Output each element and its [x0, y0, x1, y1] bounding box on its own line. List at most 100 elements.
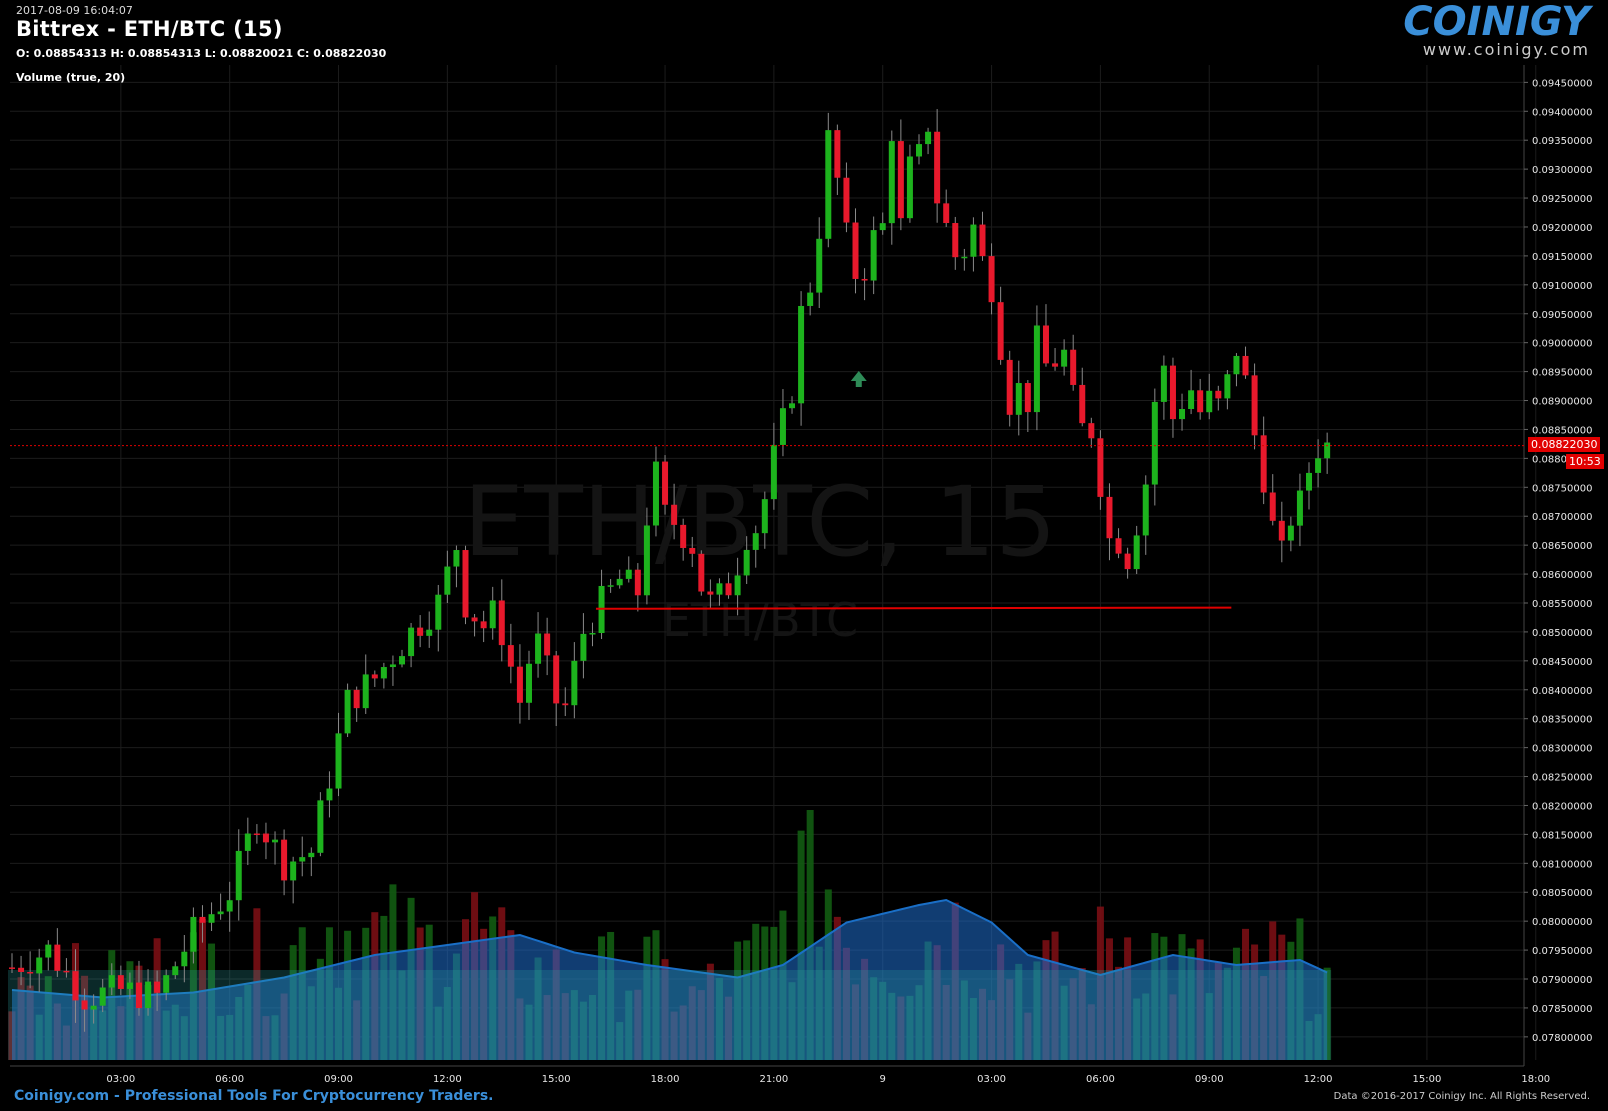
candle-body: [897, 141, 904, 219]
candle-body: [1287, 525, 1294, 541]
y-tick-label: 0.09450000: [1532, 78, 1592, 89]
candle-body: [1306, 472, 1313, 491]
candle-body: [1097, 438, 1104, 497]
candle-body: [1224, 374, 1231, 399]
candle-body: [1269, 492, 1276, 521]
candle-body: [589, 633, 596, 635]
candle-body: [716, 583, 723, 595]
current-price-tag: 0.08822030: [1528, 436, 1601, 452]
candle-body: [317, 800, 324, 853]
candle-body: [507, 645, 514, 667]
candle-body: [27, 971, 34, 974]
candle-body: [480, 621, 487, 629]
candle-body: [816, 238, 823, 293]
candle-body: [689, 547, 696, 554]
y-tick-label: 0.07900000: [1532, 975, 1592, 986]
candle-body: [226, 900, 233, 912]
candle-body: [1179, 409, 1186, 420]
candle-body: [1070, 349, 1077, 385]
candle-body: [770, 444, 777, 500]
candle-body: [725, 583, 732, 596]
candle-body: [244, 833, 251, 851]
candle-body: [643, 525, 650, 596]
support-line: [595, 606, 1232, 610]
candle-body: [734, 575, 741, 596]
candle-body: [1115, 538, 1122, 554]
candle-body: [208, 914, 215, 923]
candle-body: [852, 222, 859, 279]
candle-body: [299, 857, 306, 862]
candle-body: [190, 916, 197, 952]
candle-body: [498, 600, 505, 646]
candle-body: [408, 627, 415, 657]
countdown-tag: 10:53: [1566, 453, 1604, 469]
candle-body: [235, 850, 242, 901]
candle-body: [580, 633, 587, 661]
y-tick-label: 0.08450000: [1532, 657, 1592, 668]
y-tick-label: 0.07800000: [1532, 1033, 1592, 1044]
volume-bar: [806, 810, 814, 1060]
candle-body: [888, 141, 895, 224]
candle-body: [1133, 535, 1140, 570]
coinigy-logo[interactable]: COINIGY www.coinigy.com: [1403, 0, 1590, 59]
candle-body: [707, 591, 714, 595]
candle-body: [698, 553, 705, 592]
candle-body: [1169, 365, 1176, 420]
candle-body: [81, 1000, 88, 1010]
y-tick-label: 0.08500000: [1532, 628, 1592, 639]
candle-body: [453, 550, 460, 567]
candle-body: [1188, 390, 1195, 410]
y-tick-label: 0.09150000: [1532, 252, 1592, 263]
candle-body: [789, 403, 796, 409]
candle-body: [925, 131, 932, 145]
y-tick-label: 0.09100000: [1532, 281, 1592, 292]
logo-text: COINIGY: [1403, 0, 1590, 45]
candle-body: [1142, 484, 1149, 536]
watermark-small: ETH/BTC: [662, 593, 858, 647]
candle-body: [607, 585, 614, 587]
x-tick-label: 9: [880, 1074, 886, 1085]
candle-body: [9, 967, 15, 969]
candle-body: [389, 664, 396, 668]
candle-body: [997, 302, 1004, 360]
chart-title: Bittrex - ETH/BTC (15): [16, 17, 283, 41]
candle-body: [326, 788, 333, 801]
buy-arrow-marker: [850, 370, 867, 387]
candle-body: [934, 131, 941, 204]
candle-body: [743, 549, 750, 576]
candle-body: [90, 1005, 97, 1010]
x-tick-label: 06:00: [1086, 1074, 1115, 1085]
candle-body: [281, 839, 288, 881]
y-tick-label: 0.08600000: [1532, 570, 1592, 581]
candle-body: [516, 666, 523, 703]
candle-body: [961, 256, 968, 259]
x-tick-label: 15:00: [1413, 1074, 1442, 1085]
candle-body: [117, 975, 124, 989]
candle-body: [1206, 390, 1213, 413]
candle-body: [399, 656, 406, 665]
candle-body: [807, 292, 814, 306]
candle-body: [544, 633, 551, 656]
candle-body: [952, 223, 959, 258]
x-tick-label: 09:00: [1195, 1074, 1224, 1085]
candle-body: [798, 305, 805, 404]
candle-body: [943, 203, 950, 224]
candle-body: [761, 499, 768, 534]
candle-body: [1296, 490, 1303, 526]
y-tick-label: 0.09250000: [1532, 194, 1592, 205]
candle-body: [45, 944, 52, 958]
y-tick-label: 0.08150000: [1532, 830, 1592, 841]
y-tick-label: 0.08050000: [1532, 888, 1592, 899]
y-tick-label: 0.08700000: [1532, 512, 1592, 523]
candle-body: [1197, 390, 1204, 413]
candle-body: [1242, 355, 1249, 376]
candle-body: [1151, 401, 1158, 485]
y-tick-label: 0.08400000: [1532, 686, 1592, 697]
y-axis: 0.07800000 0.07850000 0.07900000 0.07950000…: [1524, 78, 1592, 1044]
candle-body: [217, 911, 224, 915]
footer-tagline[interactable]: Coinigy.com - Professional Tools For Cry…: [14, 1088, 494, 1104]
y-tick-label: 0.08750000: [1532, 483, 1592, 494]
candle-body: [344, 689, 351, 734]
candle-body: [371, 674, 378, 679]
